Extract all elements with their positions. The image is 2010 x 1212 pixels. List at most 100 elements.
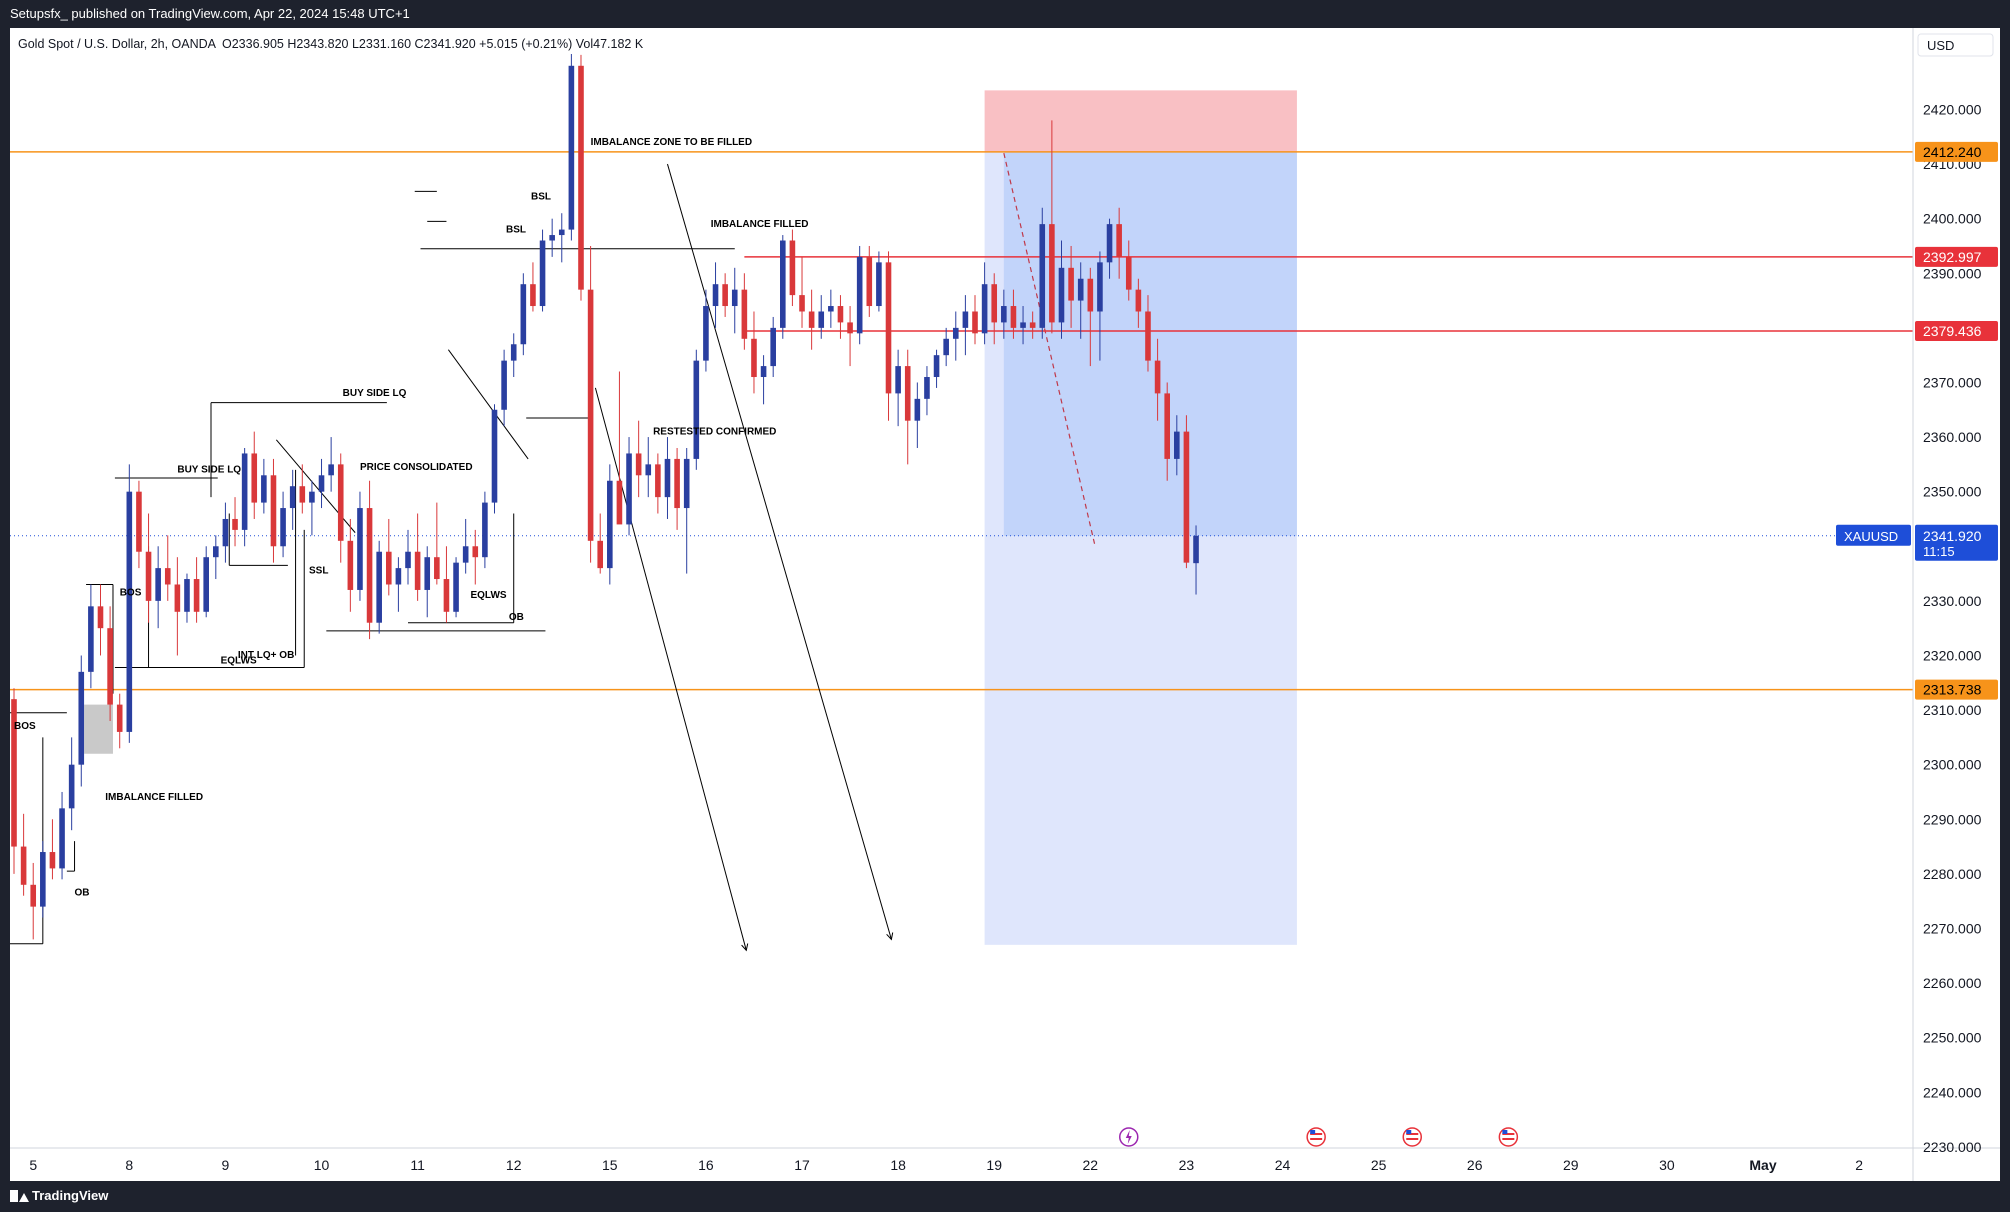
candle-body[interactable] — [318, 475, 325, 492]
candle-body[interactable] — [213, 546, 219, 558]
candle-body[interactable] — [924, 377, 930, 399]
candle-body[interactable] — [770, 327, 776, 367]
drawing-line[interactable] — [447, 349, 529, 460]
candle-body[interactable] — [203, 557, 209, 612]
candle-body[interactable] — [20, 846, 27, 885]
candle-body[interactable] — [11, 699, 17, 847]
candle-body[interactable] — [193, 579, 200, 612]
candle-body[interactable] — [261, 475, 267, 503]
candle-body[interactable] — [962, 311, 969, 328]
candle-body[interactable] — [116, 704, 123, 732]
candle-body[interactable] — [491, 409, 498, 503]
candle-body[interactable] — [501, 360, 507, 410]
candle-body[interactable] — [309, 491, 315, 503]
candle-body[interactable] — [722, 284, 728, 307]
candle-body[interactable] — [828, 306, 834, 312]
candle-body[interactable] — [1001, 306, 1007, 323]
candle-body[interactable] — [760, 366, 767, 378]
price-label-tag[interactable] — [1915, 320, 1998, 341]
candle-body[interactable] — [904, 366, 911, 421]
candle-body[interactable] — [385, 551, 392, 585]
candle-body[interactable] — [347, 540, 354, 590]
candle-body[interactable] — [472, 546, 479, 558]
candle-body[interactable] — [126, 491, 133, 732]
candle-body[interactable] — [1058, 267, 1065, 323]
candle-body[interactable] — [876, 262, 882, 307]
candle-body[interactable] — [280, 508, 286, 547]
tradingview-logo[interactable]: TradingView — [0, 1181, 108, 1210]
candle-body[interactable] — [1029, 322, 1036, 328]
candle-body[interactable] — [366, 508, 373, 623]
price-axis[interactable] — [1913, 28, 2000, 1181]
candle-body[interactable] — [40, 852, 46, 907]
candle-body[interactable] — [799, 295, 805, 312]
candle-body[interactable] — [1020, 322, 1026, 328]
candle-body[interactable] — [78, 671, 85, 765]
candle-body[interactable] — [424, 557, 431, 590]
symbol-tag[interactable] — [1836, 524, 1911, 546]
candle-body[interactable] — [1010, 306, 1017, 328]
candle-body[interactable] — [510, 344, 517, 361]
candle-body[interactable] — [434, 557, 440, 580]
candle-body[interactable] — [1135, 289, 1142, 312]
candle-body[interactable] — [232, 518, 238, 530]
candle-body[interactable] — [914, 398, 921, 421]
candle-body[interactable] — [895, 366, 901, 394]
candle-body[interactable] — [933, 355, 940, 378]
candle-body[interactable] — [981, 284, 988, 334]
candle-body[interactable] — [539, 240, 546, 307]
candle-body[interactable] — [558, 229, 565, 236]
candle-body[interactable] — [453, 562, 459, 612]
candle-body[interactable] — [1068, 267, 1074, 301]
us-flag-event-icon[interactable] — [1498, 1127, 1519, 1147]
candle-body[interactable] — [376, 551, 382, 623]
candle-body[interactable] — [30, 884, 37, 907]
us-flag-event-icon[interactable] — [1402, 1127, 1423, 1147]
candle-body[interactable] — [395, 568, 402, 585]
candle-body[interactable] — [597, 540, 604, 569]
candle-body[interactable] — [943, 338, 949, 356]
candle-body[interactable] — [357, 508, 363, 590]
candle-body[interactable] — [607, 480, 613, 569]
candle-body[interactable] — [68, 764, 75, 809]
candle-body[interactable] — [184, 579, 190, 612]
price-chart[interactable]: IMBALANCE ZONE TO BE FILLED IMBALANCE FIL… — [10, 28, 2000, 1181]
candle-body[interactable] — [1097, 262, 1103, 312]
candle-body[interactable] — [1039, 224, 1046, 328]
candle-body[interactable] — [616, 480, 623, 525]
candle-body[interactable] — [568, 65, 575, 230]
candle-body[interactable] — [587, 289, 594, 541]
candle-body[interactable] — [49, 852, 56, 869]
candle-body[interactable] — [405, 551, 411, 569]
candle-body[interactable] — [683, 458, 690, 509]
candle-body[interactable] — [808, 311, 815, 328]
candle-body[interactable] — [299, 486, 306, 503]
candle-body[interactable] — [712, 284, 719, 307]
candle-body[interactable] — [482, 502, 488, 558]
candle-body[interactable] — [174, 584, 181, 612]
candle-body[interactable] — [88, 606, 94, 672]
candle-body[interactable] — [866, 256, 873, 307]
candle-body[interactable] — [847, 322, 853, 334]
candle-body[interactable] — [1116, 224, 1122, 257]
candle-body[interactable] — [1077, 278, 1084, 301]
price-label-tag[interactable] — [1915, 246, 1998, 267]
position-risk-zone[interactable] — [984, 90, 1297, 153]
candle-body[interactable] — [222, 518, 229, 547]
candle-body[interactable] — [59, 808, 65, 869]
candle-body[interactable] — [751, 338, 757, 378]
imbalance-box[interactable] — [84, 704, 113, 754]
candle-body[interactable] — [1087, 278, 1094, 312]
candle-body[interactable] — [164, 568, 171, 585]
candle-body[interactable] — [674, 458, 680, 509]
candle-body[interactable] — [462, 546, 469, 563]
candle-body[interactable] — [856, 256, 863, 334]
candle-body[interactable] — [664, 458, 671, 498]
candle-body[interactable] — [107, 628, 113, 705]
candle-body[interactable] — [1154, 360, 1161, 394]
chart-area[interactable]: IMBALANCE ZONE TO BE FILLED IMBALANCE FIL… — [10, 28, 2000, 1181]
us-flag-event-icon[interactable] — [1306, 1127, 1326, 1147]
candle-body[interactable] — [578, 65, 584, 290]
candle-body[interactable] — [952, 327, 959, 339]
candle-body[interactable] — [155, 568, 161, 601]
